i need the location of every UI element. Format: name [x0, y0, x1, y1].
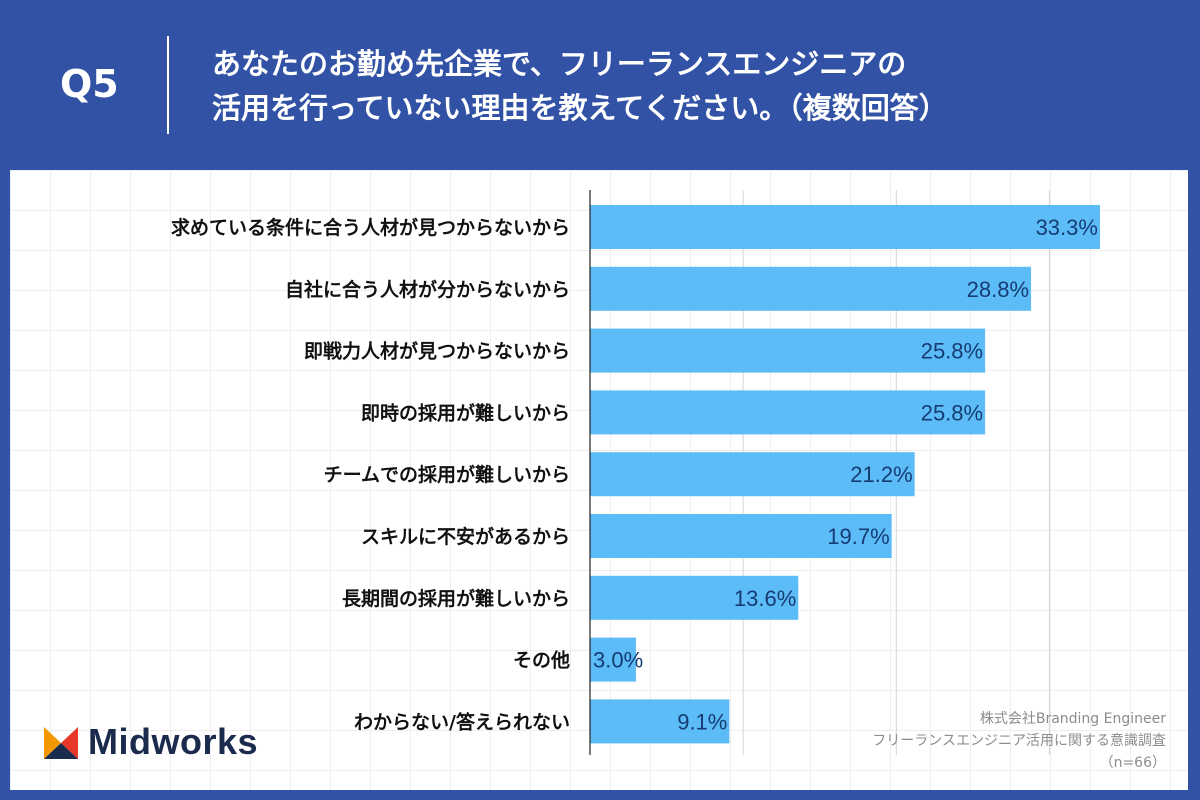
source-note: 株式会社Branding Engineer フリーランスエンジニア活用に関する意… [746, 708, 1166, 774]
question-number: Q5 [60, 62, 119, 106]
bar [590, 452, 915, 497]
data-label: 3.0% [593, 648, 643, 673]
source-survey: フリーランスエンジニア活用に関する意識調査 [872, 733, 1166, 749]
midworks-m-logo-icon [44, 727, 78, 759]
bar-chart: 求めている条件に合う人材が見つからないから 33.3% 自社に合う人材が分からないか… [171, 190, 1100, 755]
data-label: 33.3% [1036, 215, 1098, 240]
bar [590, 266, 1032, 311]
header: Q5 あなたのお勤め先企業で、フリーランスエンジニアの 活用を行っていない理由を… [0, 0, 1200, 170]
chart-panel: 求めている条件に合う人材が見つからないから 33.3% 自社に合う人材が分からないか… [10, 170, 1188, 790]
category-label: 自社に合う人材が分からないから [285, 278, 570, 301]
source-company: 株式会社Branding Engineer [979, 711, 1166, 727]
data-label: 13.6% [734, 586, 796, 611]
question-title-line-2: 活用を行っていない理由を教えてください。（複数回答） [212, 91, 948, 125]
question-title: あなたのお勤め先企業で、フリーランスエンジニアの 活用を行っていない理由を教えて… [212, 42, 1172, 130]
bar [590, 205, 1100, 249]
bar [590, 637, 636, 682]
bar [590, 575, 799, 620]
data-label: 9.1% [677, 709, 727, 734]
data-label: 21.2% [850, 462, 912, 487]
data-label: 19.7% [827, 524, 889, 549]
bar [590, 390, 986, 435]
category-label: その他 [513, 649, 570, 672]
header-divider [167, 36, 169, 134]
bar [590, 328, 986, 373]
midworks-logo: Midworks [42, 720, 258, 764]
category-label: 長期間の採用が難しいから [342, 587, 570, 610]
source-sample-size: （n=66） [1099, 755, 1166, 771]
bar [590, 514, 892, 558]
bar [590, 699, 730, 744]
midworks-logo-text: Midworks [88, 721, 259, 762]
category-label: スキルに不安があるから [361, 525, 570, 548]
category-label: チームでの採用が難しいから [324, 463, 570, 486]
question-title-line-1: あなたのお勤め先企業で、フリーランスエンジニアの [212, 47, 907, 81]
category-label: 即時の採用が難しいから [361, 401, 570, 424]
category-label: わからない/答えられない [354, 710, 570, 733]
category-label: 即戦力人材が見つからないから [304, 340, 570, 363]
category-label: 求めている条件に合う人材が見つからないから [171, 216, 570, 239]
data-label: 25.8% [921, 400, 983, 425]
data-label: 28.8% [967, 277, 1029, 302]
data-label: 25.8% [921, 339, 983, 364]
